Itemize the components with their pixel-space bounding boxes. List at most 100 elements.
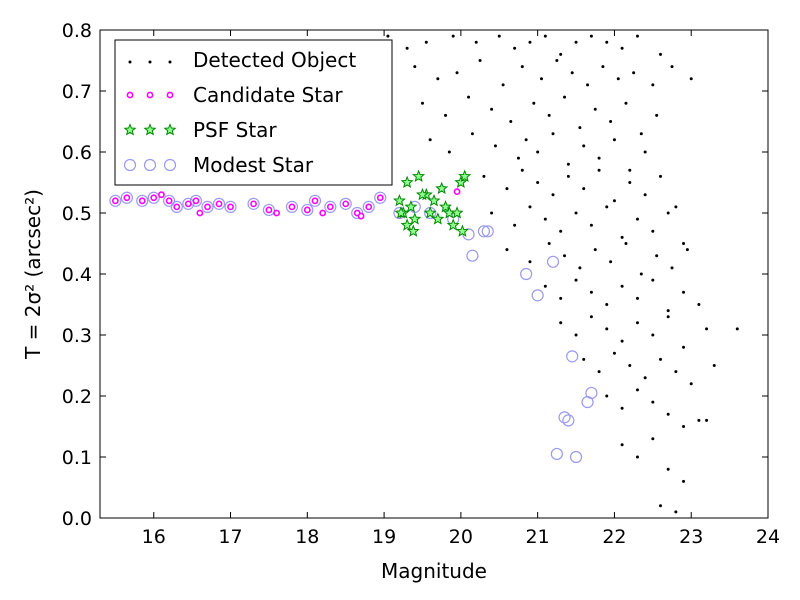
candidate-star-point — [250, 200, 257, 208]
psf-star-point — [408, 212, 422, 225]
detected-object-point — [628, 181, 632, 184]
y-tick-label: 0.6 — [62, 142, 92, 164]
detected-object-point — [635, 388, 639, 392]
detected-object-point — [528, 40, 532, 44]
detected-object-point — [586, 83, 590, 87]
candidate-star-point — [319, 209, 327, 217]
detected-object-point — [520, 65, 524, 69]
detected-object-point — [593, 248, 597, 252]
legend-entry-detected-object: Detected Object — [128, 48, 356, 72]
detected-object-point — [593, 107, 597, 111]
candidate-star-point — [204, 203, 211, 211]
detected-object-point — [513, 46, 517, 50]
detected-object-point — [697, 418, 701, 422]
legend-marker — [166, 91, 174, 99]
detected-object-point — [643, 193, 647, 197]
series-layer — [109, 34, 739, 514]
modest-star-point — [324, 200, 337, 213]
detected-object-point — [682, 290, 686, 294]
detected-object-point — [597, 168, 601, 172]
detected-object-point — [597, 370, 601, 374]
x-tick-label: 18 — [295, 526, 319, 548]
detected-object-point — [635, 455, 639, 459]
detected-object-point — [543, 34, 547, 38]
legend-marker — [148, 60, 152, 64]
legend-frame — [114, 39, 393, 186]
psf-star-point — [400, 218, 414, 231]
detected-object-point — [651, 437, 655, 441]
detected-object-point — [482, 174, 486, 178]
detected-object-point — [635, 296, 639, 300]
detected-object-point — [574, 40, 578, 44]
candidate-star-point — [357, 212, 365, 220]
x-tick-label: 24 — [756, 526, 780, 548]
detected-object-point — [420, 101, 424, 105]
detected-object-point — [620, 235, 624, 239]
detected-object-point — [447, 150, 451, 154]
y-tick-label: 0.4 — [62, 264, 92, 286]
detected-object-point — [620, 284, 624, 288]
detected-object-point — [624, 242, 628, 245]
detected-object-point — [536, 150, 540, 154]
x-axis-label: Magnitude — [381, 559, 487, 583]
x-tick-label: 19 — [372, 526, 396, 548]
detected-object-point — [474, 40, 478, 44]
modest-star-point — [170, 200, 183, 213]
modest-star-point — [585, 386, 598, 400]
detected-object-point — [582, 144, 586, 148]
candidate-star-point — [192, 197, 200, 205]
psf-star-point — [446, 218, 460, 231]
modest-star-point — [308, 194, 322, 207]
detected-object-point — [405, 46, 409, 50]
modest-star-point — [481, 225, 494, 238]
detected-object-point — [413, 65, 417, 69]
detected-object-point — [682, 425, 686, 428]
x-tick-label: 17 — [218, 526, 242, 548]
detected-object-point — [705, 418, 709, 422]
detected-object-point — [597, 156, 601, 160]
detected-object-point — [612, 199, 616, 203]
candidate-star-point — [342, 200, 350, 208]
detected-object-point — [563, 254, 567, 258]
detected-object-point — [467, 95, 471, 99]
legend-label: Candidate Star — [193, 83, 343, 107]
candidate-star-point — [265, 206, 273, 214]
detected-object-point — [566, 162, 570, 166]
detected-object-point — [689, 77, 693, 81]
x-tick-label: 20 — [449, 526, 473, 548]
modest-star-point — [182, 197, 195, 210]
detected-object-point — [659, 174, 663, 178]
candidate-star-point — [165, 197, 173, 205]
modest-star-point — [546, 255, 560, 268]
candidate-star-point — [123, 194, 131, 202]
candidate-star-point — [365, 203, 373, 211]
detected-object-point — [605, 327, 609, 331]
detected-object-point — [555, 59, 559, 62]
modest-star-point — [562, 414, 575, 427]
detected-object-point — [559, 229, 563, 233]
candidate-star-point — [311, 197, 319, 205]
detected-object-point — [655, 113, 659, 117]
modest-star-point — [136, 194, 149, 207]
psf-star-point — [404, 200, 418, 213]
legend-marker — [143, 123, 157, 136]
legend-marker — [146, 91, 154, 99]
detected-object-point — [578, 126, 582, 130]
detected-object-point — [670, 266, 674, 270]
detected-object-point — [635, 34, 639, 38]
series-psf-star — [392, 169, 472, 237]
y-tick-label: 0.0 — [62, 508, 92, 530]
detected-object-point — [612, 138, 616, 142]
detected-object-point — [651, 400, 655, 404]
detected-object-point — [582, 187, 586, 191]
detected-object-point — [470, 132, 474, 136]
detected-object-point — [666, 412, 670, 416]
modest-star-point — [477, 225, 491, 238]
psf-star-point — [458, 169, 472, 182]
modest-star-point — [351, 206, 364, 220]
detected-object-point — [563, 95, 567, 99]
detected-object-point — [735, 327, 739, 331]
legend-label: Modest Star — [193, 153, 314, 177]
detected-object-point — [589, 34, 593, 38]
